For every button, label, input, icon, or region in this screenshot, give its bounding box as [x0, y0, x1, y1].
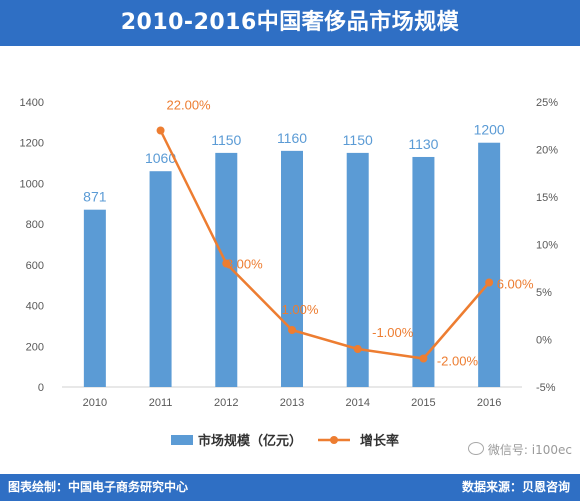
bar-value-label: 1150: [211, 132, 241, 148]
y-left-tick-label: 1400: [20, 97, 44, 109]
growth-value-label: 22.00%: [167, 98, 212, 113]
y-right-tick-label: 5%: [536, 287, 552, 299]
y-left-tick-label: 1200: [20, 138, 44, 150]
growth-value-label: -2.00%: [437, 354, 479, 369]
wechat-icon: [467, 442, 484, 455]
y-left-tick-label: 400: [26, 301, 44, 313]
x-tick-label: 2012: [214, 397, 238, 409]
y-left-tick-label: 1000: [20, 178, 44, 190]
footer-source: 数据来源：贝恩咨询: [461, 480, 570, 494]
bar: [215, 152, 238, 387]
bar: [281, 150, 303, 387]
growth-point: [288, 326, 296, 334]
growth-point: [156, 126, 165, 135]
x-tick-label: 2011: [149, 397, 173, 409]
bar-value-label: 1150: [343, 132, 373, 148]
bar: [149, 171, 172, 387]
bar-value-label: 1200: [474, 122, 505, 138]
bar-value-label: 1160: [277, 130, 307, 146]
y-right-tick-label: 20%: [536, 145, 558, 157]
x-tick-label: 2016: [477, 397, 501, 409]
x-tick-label: 2010: [83, 397, 107, 409]
footer-bar: 图表绘制：中国电子商务研究中心 数据来源：贝恩咨询: [0, 474, 580, 501]
chart-plot: 0 200 400 600 800 1000 1200 1400 -5% 0% 5% 10% 15% 20…: [20, 97, 559, 449]
growth-point: [419, 354, 428, 363]
legend-swatch-bar: [171, 435, 193, 445]
x-tick-label: 2014: [345, 397, 369, 409]
growth-value-label: 6.00%: [497, 277, 534, 292]
legend-marker-line: [330, 436, 338, 444]
bar-value-label: 1130: [408, 136, 438, 152]
y-right-tick-label: -5%: [536, 382, 556, 394]
chart-title: 2010-2016中国奢侈品市场规模: [120, 10, 460, 35]
y-right-tick-label: 10%: [536, 240, 558, 252]
growth-line: [159, 129, 491, 360]
bar: [83, 209, 106, 387]
growth-point: [485, 278, 494, 287]
x-tick-label: 2015: [411, 397, 435, 409]
y-left-tick-label: 200: [26, 341, 44, 353]
bar: [412, 156, 435, 387]
y-right-tick-label: 0%: [536, 335, 552, 347]
bar-value-label: 871: [83, 189, 107, 205]
y-left-tick-label: 600: [26, 260, 44, 272]
y-right-tick-label: 25%: [536, 97, 558, 109]
legend-label-line: 增长率: [360, 433, 399, 449]
legend-label-bar: 市场规模（亿元）: [198, 433, 302, 449]
watermark-text: 微信号: i100ec: [487, 443, 572, 457]
growth-value-label: -1.00%: [372, 325, 414, 340]
bar-value-label: 1060: [145, 150, 176, 166]
y-right-tick-label: 15%: [536, 192, 558, 204]
growth-value-label: 8.00%: [226, 257, 263, 272]
bar: [478, 142, 501, 387]
title-banner: 2010-2016中国奢侈品市场规模: [0, 0, 580, 46]
bar: [346, 152, 369, 387]
y-left-tick-label: 0: [38, 382, 44, 394]
x-tick-label: 2013: [280, 397, 304, 409]
watermark: 微信号: i100ec: [467, 440, 572, 460]
growth-value-label: 1.00%: [282, 302, 319, 317]
y-left-tick-label: 800: [26, 219, 44, 231]
growth-point: [222, 259, 231, 268]
growth-point: [353, 345, 362, 353]
footer-credit: 图表绘制：中国电子商务研究中心: [8, 480, 189, 494]
